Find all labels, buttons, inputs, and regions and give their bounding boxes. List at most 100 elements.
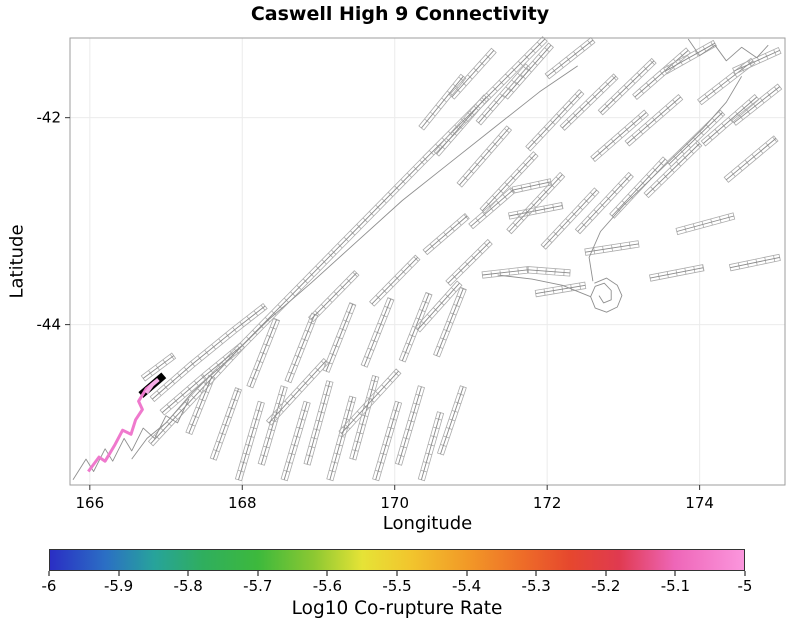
fault-trace (562, 75, 617, 129)
fault-trace (424, 215, 468, 253)
x-tick-label: 172 (533, 494, 562, 512)
fault-trace (626, 96, 681, 144)
colorbar-tick (674, 571, 676, 576)
fault-trace (142, 355, 174, 379)
fault-trace (577, 174, 632, 232)
colorbar-tick (605, 571, 607, 576)
fault-trace (504, 44, 552, 98)
fault-trace (212, 388, 239, 460)
colorbar-tick-label: -6 (41, 577, 57, 595)
fault-trace (543, 189, 598, 248)
fault-trace (268, 360, 327, 424)
colorbar-tick-label: -5.1 (660, 577, 691, 595)
fault-trace (436, 96, 487, 155)
chart-title: Caswell High 9 Connectivity (250, 3, 550, 25)
colorbar-tick (118, 571, 120, 576)
fault-trace (375, 402, 399, 480)
plot-area: 166 168 170 172 174 -42 -44 (37, 36, 786, 512)
corupture-trace-pink-light (144, 377, 160, 395)
fault-trace (325, 303, 354, 372)
coastline (497, 274, 591, 298)
fault-trace (161, 344, 243, 413)
fault-trace (352, 376, 377, 460)
colorbar-tick (466, 571, 468, 576)
colorbar-tick (257, 571, 259, 576)
fault-trace (509, 205, 563, 217)
colorbar-tick-label: -5.5 (382, 577, 412, 595)
colorbar-tick (48, 571, 50, 576)
fault-trace (730, 256, 780, 269)
x-tick-label: 174 (685, 494, 714, 512)
fault-trace (733, 86, 780, 124)
fault-trace (310, 272, 357, 320)
colorbar-gradient (49, 549, 745, 571)
fault-trace (592, 112, 647, 160)
fault-trace (726, 138, 777, 181)
fault-trace (436, 288, 464, 356)
fault-trace (363, 298, 392, 367)
x-axis-label: Longitude (382, 513, 473, 534)
colorbar-tick (396, 571, 398, 576)
colorbar: -6 -5.9 -5.8 -5.7 -5.6 -5.5 -5.4 -5.3 -5.2 -5.1 -5 (42, 549, 752, 599)
colorbar-tick-label: -5.3 (521, 577, 551, 595)
fault-trace (447, 241, 491, 284)
fault-trace (650, 267, 704, 279)
x-tick-label: 170 (380, 494, 409, 512)
colorbar-tick-row: -6 -5.9 -5.8 -5.7 -5.6 -5.5 -5.4 -5.3 -5.2 -5.1 -5 (42, 549, 752, 599)
fault-trace (152, 305, 266, 400)
coastline (590, 277, 623, 313)
fault-trace (527, 91, 582, 150)
fault-trace (676, 215, 735, 232)
colorbar-tick-label: -5 (737, 577, 753, 595)
fault-subsections (481, 266, 571, 279)
fault-trace (306, 381, 331, 465)
fault-trace (482, 269, 571, 276)
fault-trace (665, 42, 716, 72)
fault-trace (420, 412, 441, 480)
fault-trace (398, 386, 422, 465)
fault-trace (341, 370, 399, 434)
fault-trace (451, 50, 495, 98)
colorbar-label: Log10 Co-rupture Rate (291, 598, 503, 619)
fault-trace (421, 76, 464, 129)
coastline (72, 398, 190, 481)
fault-trace (699, 60, 754, 103)
fault-trace (668, 112, 723, 165)
fault-trace (470, 181, 552, 227)
colorbar-tick-label: -5.4 (451, 577, 482, 595)
colorbar-tick-label: -5.9 (103, 577, 134, 595)
coastline (687, 38, 769, 62)
x-tick-label: 166 (75, 494, 104, 512)
colorbar-tick-label: -5.2 (591, 577, 621, 595)
fault-trace (703, 96, 758, 144)
colorbar-tick (187, 571, 189, 576)
fault-trace (417, 282, 460, 331)
fault-trace (611, 158, 666, 217)
colorbar-tick (744, 571, 746, 576)
coastline (131, 65, 578, 460)
colorbar-tick-label: -5.8 (173, 577, 203, 595)
fault-trace (440, 386, 464, 455)
fault-trace (546, 39, 594, 77)
colorbar-tick (326, 571, 328, 576)
y-tick-label: -44 (37, 316, 62, 334)
fault-trace (459, 127, 510, 186)
fault-trace (600, 60, 655, 113)
fault-trace (260, 386, 285, 465)
fault-trace (371, 257, 418, 305)
fault-trace (585, 243, 639, 253)
fault-trace (283, 402, 308, 480)
fault-trace (645, 143, 700, 196)
x-tick-label: 168 (228, 494, 257, 512)
fault-trace (287, 314, 316, 382)
fault-trace (329, 396, 354, 480)
colorbar-tick (535, 571, 537, 576)
fault-trace (482, 153, 537, 212)
fault-trace (634, 50, 689, 98)
plot-border (69, 37, 786, 486)
colorbar-tick-label: -5.7 (243, 577, 273, 595)
colorbar-tick-label: -5.6 (312, 577, 343, 595)
fault-trace (249, 319, 278, 387)
fault-trace (238, 402, 262, 480)
